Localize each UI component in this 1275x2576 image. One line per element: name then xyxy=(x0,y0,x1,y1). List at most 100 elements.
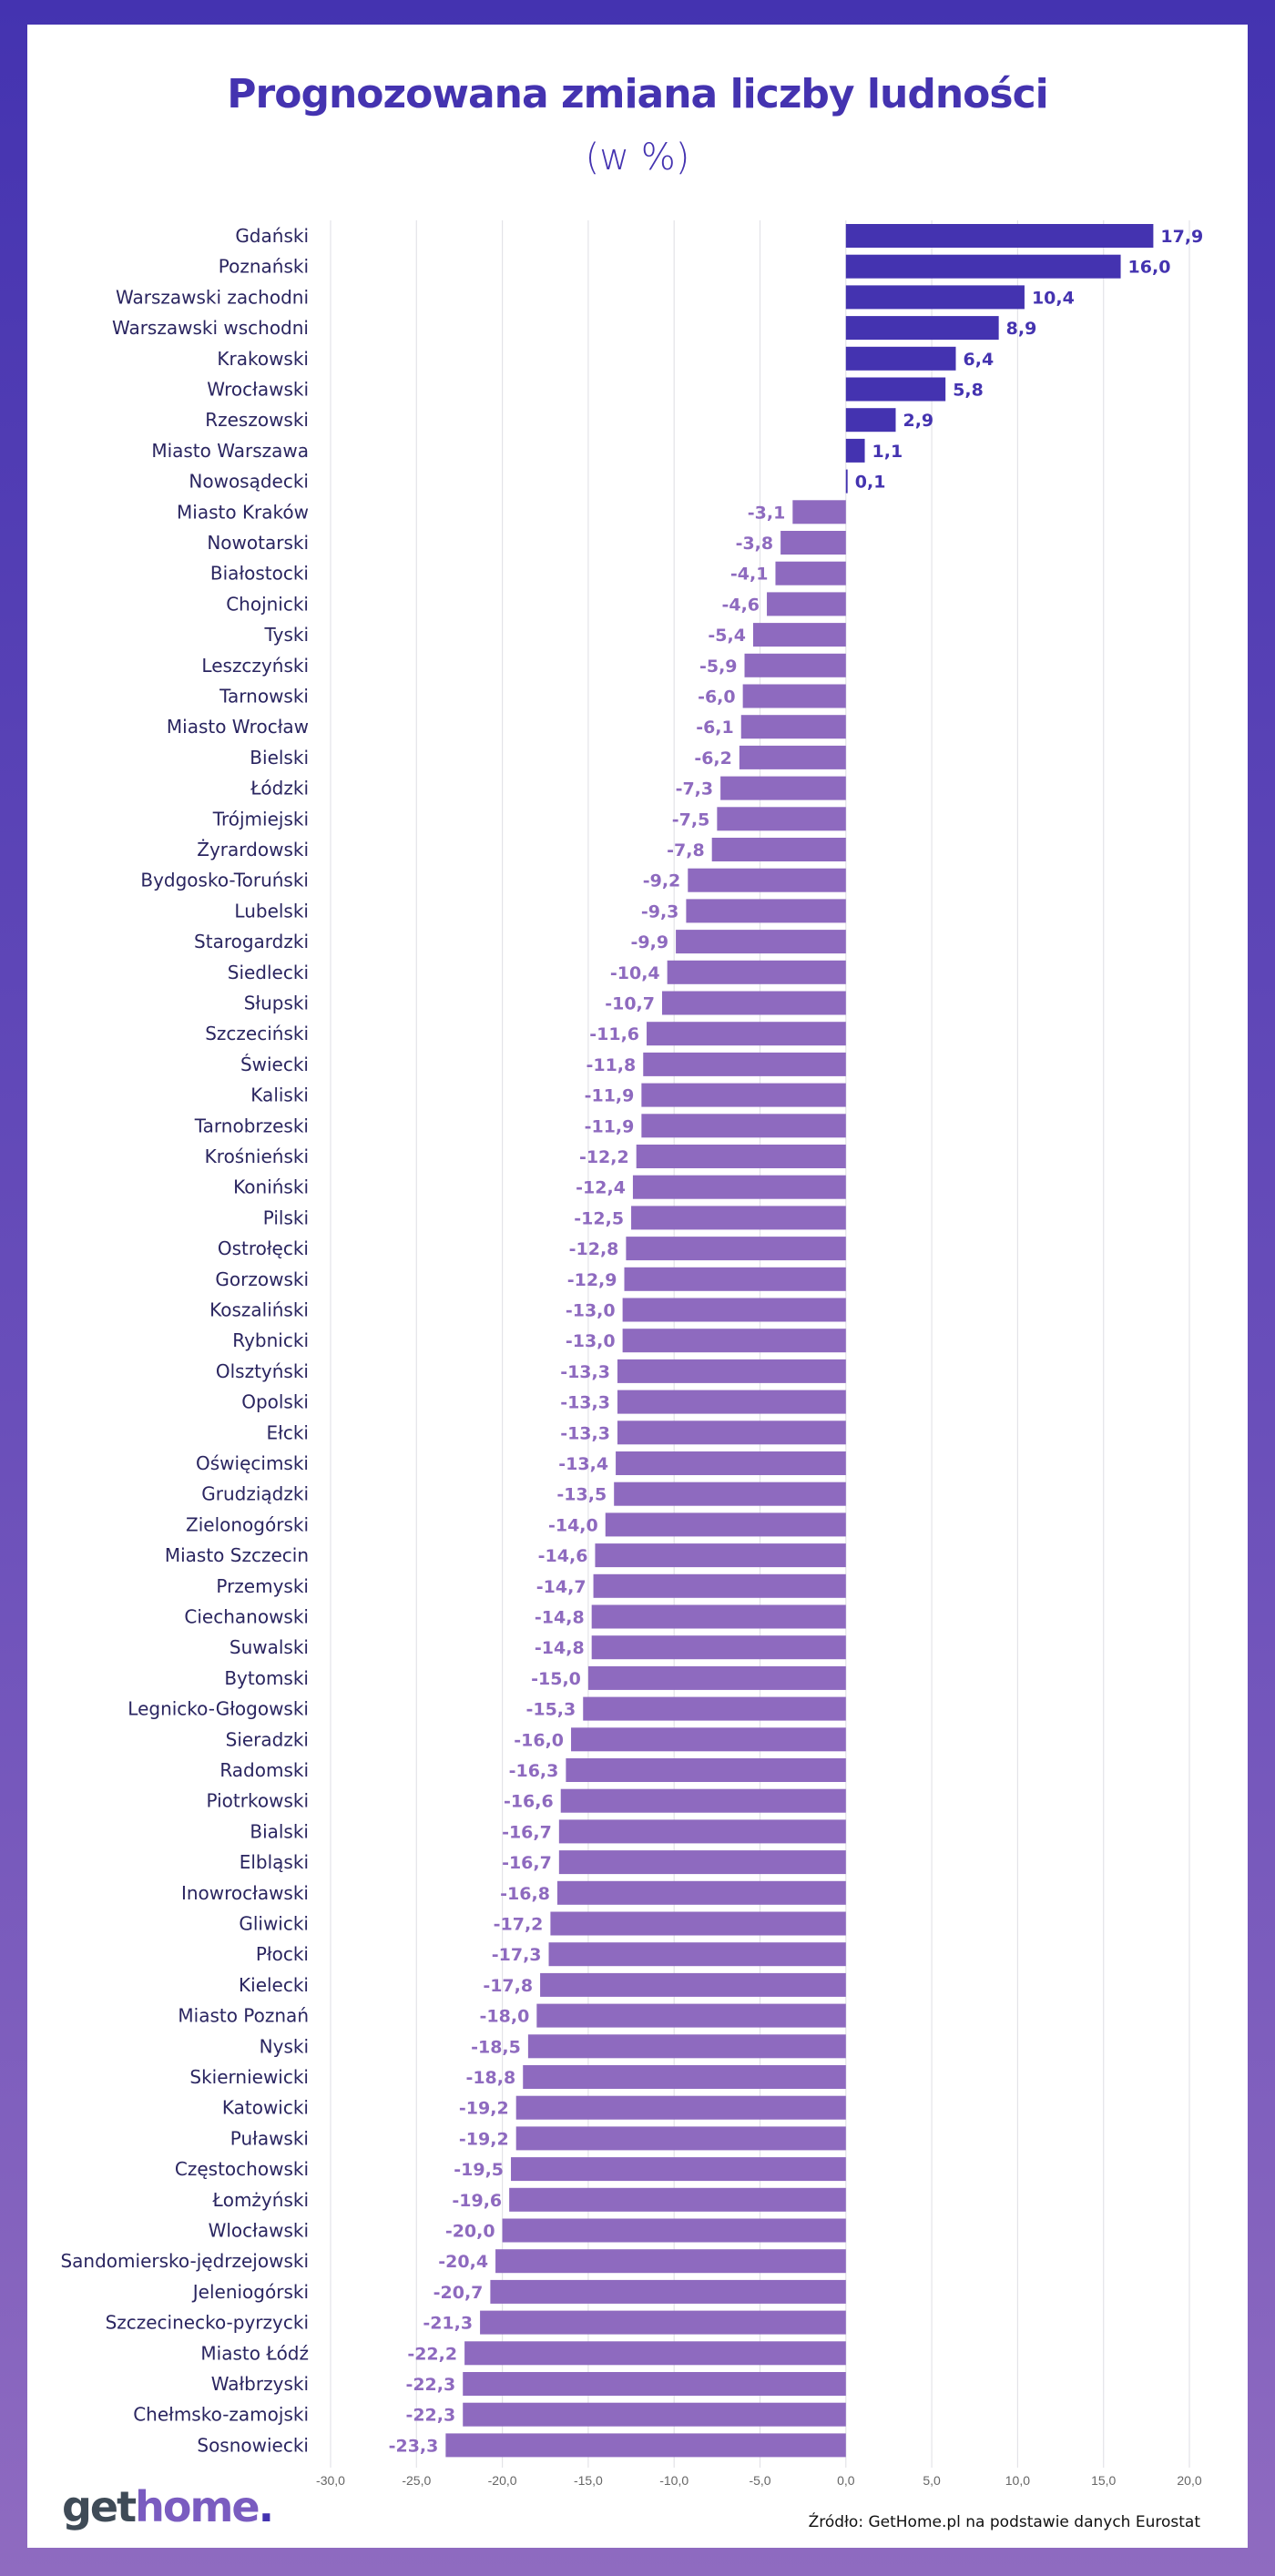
data-label: -10,4 xyxy=(610,963,660,983)
bar xyxy=(711,838,846,861)
category-label: Świecki xyxy=(240,1054,309,1075)
bar xyxy=(558,1850,846,1875)
bar xyxy=(591,1635,846,1660)
data-label: -13,3 xyxy=(560,1362,610,1382)
bar xyxy=(845,224,1154,248)
data-label: -19,2 xyxy=(459,2099,509,2119)
bar xyxy=(636,1145,846,1168)
category-label: Łomżyński xyxy=(211,2189,309,2211)
bar xyxy=(720,776,846,800)
category-label: Grudziądzki xyxy=(201,1483,309,1505)
data-label: -12,2 xyxy=(579,1147,629,1167)
data-label: -19,5 xyxy=(454,2160,504,2180)
bar xyxy=(688,868,846,892)
bar xyxy=(502,2218,846,2243)
data-label: -3,8 xyxy=(736,534,774,554)
category-label: Koszaliński xyxy=(209,1299,309,1321)
category-label: Gliwicki xyxy=(239,1913,309,1935)
bar xyxy=(631,1206,846,1230)
category-label: Leszczyński xyxy=(201,655,309,677)
x-tick-label: 0,0 xyxy=(837,2473,855,2488)
bar xyxy=(845,254,1121,279)
data-label: -11,6 xyxy=(589,1024,639,1044)
category-label: Krośnieński xyxy=(205,1145,309,1167)
bar xyxy=(515,2126,846,2151)
category-label: Łódzki xyxy=(250,778,309,799)
bar xyxy=(767,592,846,616)
data-label: 10,4 xyxy=(1032,288,1075,308)
bar xyxy=(593,1573,846,1598)
x-tick-label: 5,0 xyxy=(923,2473,941,2488)
bar xyxy=(511,2157,846,2182)
data-label: -9,3 xyxy=(641,901,679,921)
category-label: Miasto Kraków xyxy=(177,501,309,523)
category-label: Tarnobrzeski xyxy=(194,1115,309,1136)
logo-get: get xyxy=(62,2482,137,2531)
bar xyxy=(661,991,846,1015)
data-label: -12,9 xyxy=(567,1270,617,1290)
bar xyxy=(845,469,848,494)
bar xyxy=(591,1604,846,1629)
bar xyxy=(558,1819,846,1844)
chart-subtitle: (w %) xyxy=(585,137,690,178)
data-label: -7,8 xyxy=(667,840,705,860)
category-label: Pilski xyxy=(263,1207,309,1228)
data-label: -23,3 xyxy=(389,2436,439,2456)
bar xyxy=(686,899,846,923)
bar xyxy=(845,316,999,341)
bar xyxy=(550,1911,846,1936)
category-label: Olsztyński xyxy=(216,1360,309,1382)
category-label: Chełmsko-zamojski xyxy=(133,2404,309,2426)
bar xyxy=(742,684,846,708)
category-label: Nyski xyxy=(260,2035,309,2057)
bar xyxy=(792,500,846,524)
data-label: -10,7 xyxy=(605,994,655,1014)
data-label: -13,0 xyxy=(566,1331,616,1351)
data-label: -5,9 xyxy=(699,657,738,677)
bar xyxy=(676,930,846,954)
category-label: Lubelski xyxy=(234,900,309,921)
data-label: -11,8 xyxy=(586,1055,636,1075)
x-tick-label: -20,0 xyxy=(488,2473,517,2488)
x-tick-label: -10,0 xyxy=(659,2473,688,2488)
category-label: Bydgosko-Toruński xyxy=(140,870,309,891)
data-label: -9,2 xyxy=(643,871,681,891)
bar xyxy=(495,2249,846,2274)
category-label: Słupski xyxy=(244,993,309,1014)
data-label: -14,6 xyxy=(538,1546,588,1566)
bar xyxy=(464,2341,846,2366)
data-label: -22,3 xyxy=(405,2375,455,2395)
category-label: Częstochowski xyxy=(175,2158,309,2180)
category-label: Piotrkowski xyxy=(207,1790,310,1812)
category-label: Jeleniogórski xyxy=(191,2281,309,2303)
category-label: Warszawski wschodni xyxy=(112,317,309,339)
category-label: Rybnicki xyxy=(232,1329,309,1351)
logo-dot: . xyxy=(258,2482,275,2531)
bar xyxy=(617,1390,846,1414)
category-label: Suwalski xyxy=(230,1636,309,1658)
data-label: -14,8 xyxy=(535,1608,585,1628)
category-label: Zielonogórski xyxy=(186,1513,309,1535)
category-label: Nowotarski xyxy=(207,532,309,554)
bar xyxy=(622,1298,846,1322)
bar xyxy=(515,2095,846,2120)
bar xyxy=(752,623,846,647)
data-label: -12,8 xyxy=(569,1239,619,1259)
category-label: Miasto Wrocław xyxy=(167,716,309,738)
data-label: -6,1 xyxy=(696,718,734,738)
data-label: -17,3 xyxy=(492,1945,542,1965)
data-label: -15,3 xyxy=(525,1700,576,1720)
x-tick-label: -30,0 xyxy=(316,2473,345,2488)
bar xyxy=(617,1359,846,1383)
data-label: -3,1 xyxy=(748,503,786,523)
bar xyxy=(624,1267,846,1291)
category-label: Gorzowski xyxy=(215,1268,309,1290)
category-label: Sieradzki xyxy=(226,1728,309,1750)
data-label: -20,0 xyxy=(445,2222,495,2242)
category-label: Płocki xyxy=(256,1943,309,1965)
data-label: -16,7 xyxy=(502,1853,552,1873)
bar xyxy=(744,653,846,677)
data-label: 8,9 xyxy=(1006,319,1037,339)
bar xyxy=(643,1052,846,1076)
category-label: Skierniewicki xyxy=(189,2066,309,2088)
